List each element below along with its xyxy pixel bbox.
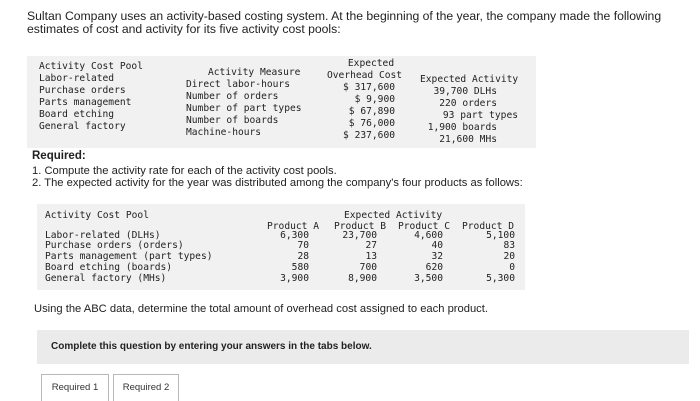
activity-general: 21,600 MHs — [439, 134, 497, 145]
activity-cost-pool-table: Activity Cost Pool Activity Measure Expe… — [27, 56, 536, 148]
t2-a-board: 580 — [291, 262, 309, 273]
header-measure: Activity Measure — [208, 67, 301, 78]
measure-board: Number of boards — [186, 115, 279, 126]
header-pool: Activity Cost Pool — [39, 61, 143, 72]
question-text: Using the ABC data, determine the total … — [34, 303, 488, 315]
activity-labor: 39,700 DLHs — [433, 86, 497, 97]
required-heading: Required: — [32, 150, 86, 162]
t2-header-product-a: Product A — [267, 221, 319, 232]
t2-a-labor: 6,300 — [280, 230, 309, 241]
activity-board: 1,900 boards — [427, 122, 497, 133]
t2-d-purchase: 83 — [503, 240, 515, 251]
t2-b-purchase: 27 — [365, 240, 377, 251]
t2-b-parts: 13 — [365, 251, 377, 262]
t2-b-general: 8,900 — [348, 273, 377, 284]
t2-pool-general: General factory (MHs) — [45, 273, 167, 284]
measure-labor: Direct labor-hours — [186, 79, 290, 90]
measure-parts: Number of part types — [186, 103, 302, 114]
activity-parts: 93 part types — [442, 110, 518, 121]
t2-pool-labor: Labor-related (DLHs) — [45, 230, 161, 241]
t2-header-product-b: Product B — [334, 221, 386, 232]
instructions-panel: Complete this question by entering your … — [37, 330, 689, 364]
t2-header-group: Expected Activity — [344, 210, 443, 221]
t2-header-product-d: Product D — [462, 221, 514, 232]
pool-general: General factory — [39, 121, 126, 132]
cost-general: $ 237,600 — [343, 130, 395, 141]
header-overhead-line1: Expected — [347, 58, 395, 69]
t2-d-board: 0 — [509, 262, 515, 273]
pool-board: Board etching — [39, 109, 115, 120]
t2-a-parts: 28 — [297, 251, 309, 262]
t2-a-general: 3,900 — [280, 273, 309, 284]
cost-board: $ 76,000 — [348, 118, 395, 129]
t2-c-parts: 32 — [431, 251, 443, 262]
tab-required-2[interactable]: Required 2 — [113, 374, 179, 401]
t2-d-parts: 20 — [503, 251, 515, 262]
t2-d-labor: 5,100 — [486, 230, 515, 241]
cost-parts: $ 67,890 — [348, 106, 395, 117]
t2-header-product-c: Product C — [398, 221, 450, 232]
t2-pool-purchase: Purchase orders (orders) — [45, 240, 184, 251]
pool-parts: Parts management — [39, 97, 132, 108]
t2-c-board: 620 — [425, 262, 443, 273]
t2-header-pool: Activity Cost Pool — [45, 210, 149, 221]
activity-purchase: 220 orders — [439, 98, 497, 109]
instructions-text: Complete this question by entering your … — [51, 341, 372, 352]
t2-b-labor: 23,700 — [342, 230, 377, 241]
measure-general: Machine-hours — [186, 127, 262, 138]
header-activity: Expected Activity — [420, 74, 519, 85]
t2-pool-parts: Parts management (part types) — [45, 251, 213, 262]
required-step-1: 1. Compute the activity rate for each of… — [32, 165, 337, 177]
t2-c-purchase: 40 — [431, 240, 443, 251]
t2-a-purchase: 70 — [297, 240, 309, 251]
measure-purchase: Number of orders — [186, 91, 279, 102]
tab-required-1[interactable]: Required 1 — [41, 374, 109, 401]
cost-labor: $ 317,600 — [343, 82, 395, 93]
problem-intro: Sultan Company uses an activity-based co… — [27, 9, 662, 36]
pool-purchase: Purchase orders — [39, 85, 126, 96]
header-overhead-line2: Overhead Cost — [327, 70, 403, 81]
t2-c-general: 3,500 — [414, 273, 443, 284]
t2-c-labor: 4,600 — [414, 230, 443, 241]
t2-d-general: 5,300 — [486, 273, 515, 284]
required-step-2: 2. The expected activity for the year wa… — [32, 177, 523, 189]
expected-activity-table: Activity Cost Pool Expected Activity Pro… — [37, 204, 525, 290]
t2-b-board: 700 — [359, 262, 377, 273]
t2-pool-board: Board etching (boards) — [45, 262, 173, 273]
cost-purchase: $ 9,900 — [354, 94, 395, 105]
pool-labor: Labor-related — [39, 73, 115, 84]
